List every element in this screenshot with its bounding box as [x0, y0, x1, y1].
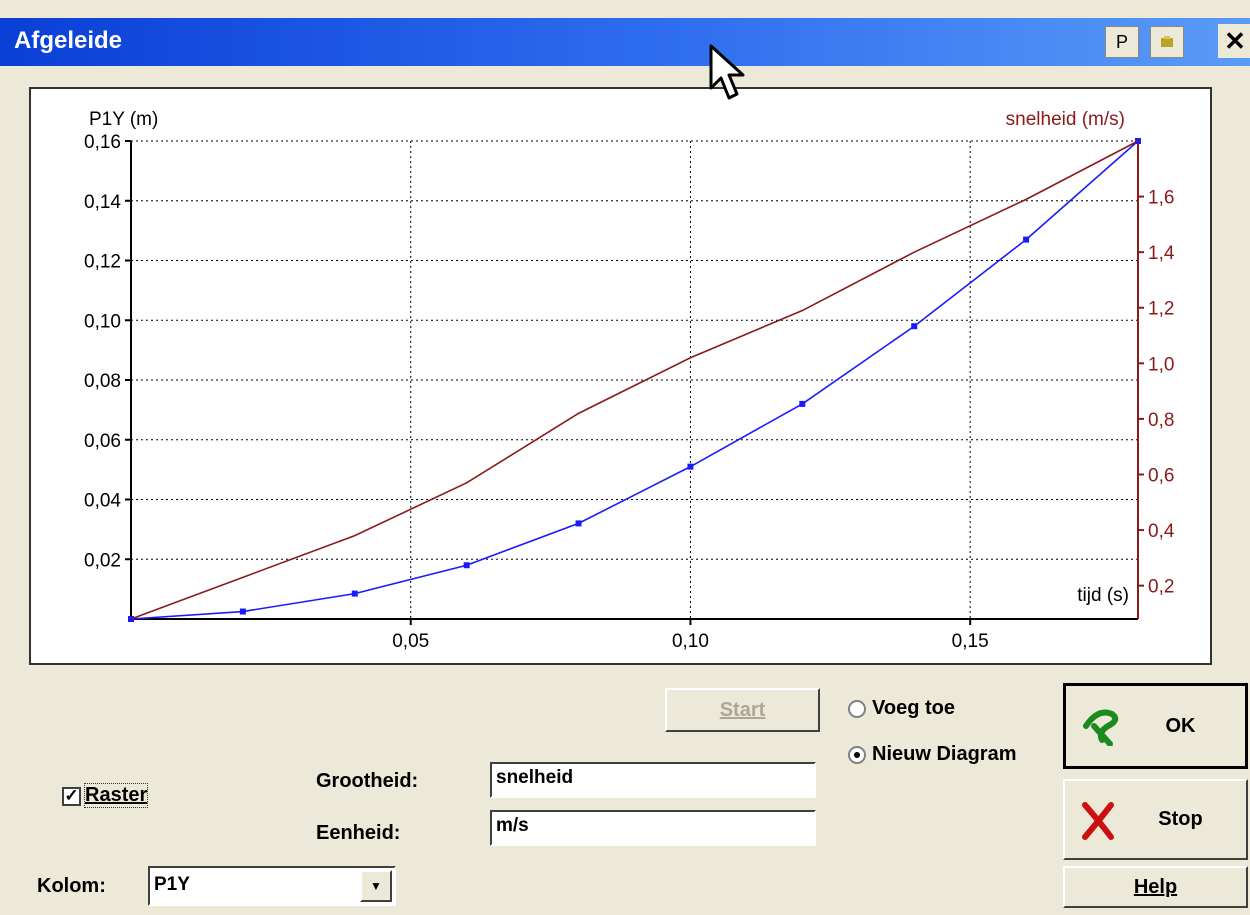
- stop-button-label: Stop: [1158, 808, 1203, 830]
- y-left-tick-label-4: 0,08: [84, 371, 121, 392]
- x-tick-label-0: 0,05: [392, 631, 429, 652]
- series-0-point-6: [799, 400, 806, 407]
- kolom-select-value: P1Y: [154, 874, 190, 895]
- print-button[interactable]: P: [1105, 26, 1139, 58]
- y-right-tick-label-4: 0,8: [1148, 410, 1174, 431]
- y-right-axis-label: snelheid (m/s): [1006, 109, 1125, 130]
- y-left-tick-label-3: 0,10: [84, 311, 121, 332]
- nieuw-diagram-radio[interactable]: [848, 746, 866, 764]
- y-right-tick-label-6: 0,4: [1148, 521, 1175, 542]
- copy-icon-glyph: [1161, 36, 1173, 47]
- ok-button[interactable]: OK: [1063, 683, 1248, 769]
- eenheid-input[interactable]: m/s: [490, 810, 816, 846]
- nieuw-diagram-label: Nieuw Diagram: [872, 743, 1017, 765]
- y-left-tick-label-6: 0,04: [84, 491, 121, 512]
- series-line-1: [130, 140, 1139, 620]
- x-tick-label-2: 0,15: [952, 631, 989, 652]
- series-0-point-5: [687, 463, 694, 470]
- y-left-tick-label-7: 0,02: [84, 550, 121, 571]
- raster-label[interactable]: Raster: [83, 783, 149, 808]
- raster-checkbox[interactable]: ✓: [62, 787, 81, 806]
- series-0-point-8: [1023, 236, 1030, 243]
- series-0-point-1: [239, 608, 246, 615]
- title-bar: Afgeleide P ✕: [0, 18, 1250, 66]
- voeg-toe-radio[interactable]: [848, 700, 866, 718]
- stop-x-icon: [1082, 802, 1114, 840]
- series-0-point-7: [911, 323, 918, 330]
- y-right-tick-label-3: 1,0: [1148, 354, 1174, 375]
- series-0-point-3: [463, 562, 470, 569]
- help-button-label: Help: [1133, 875, 1178, 898]
- y-right-tick-label-1: 1,4: [1148, 243, 1175, 264]
- y-right-tick-label-5: 0,6: [1148, 465, 1174, 486]
- ok-checkmark-icon: [1083, 709, 1119, 746]
- chart-svg: 0,16 0,14 0,12 0,10 0,08 0,06 0,04 0,02 1,6 1,4 1,…: [84, 109, 1175, 652]
- help-button[interactable]: Help: [1063, 866, 1248, 908]
- ok-button-label: OK: [1165, 714, 1196, 737]
- y-left-axis-label: P1Y (m): [89, 109, 158, 130]
- series-0-point-4: [575, 520, 582, 527]
- mouse-cursor-icon: [709, 44, 745, 100]
- stop-button[interactable]: Stop: [1063, 779, 1248, 860]
- kolom-label: Kolom:: [37, 875, 106, 897]
- y-left-tick-label-0: 0,16: [84, 132, 121, 153]
- voeg-toe-label: Voeg toe: [872, 697, 955, 719]
- x-tick-label-1: 0,10: [672, 631, 709, 652]
- start-button-label: Start: [719, 698, 766, 721]
- chart-area: 0,16 0,14 0,12 0,10 0,08 0,06 0,04 0,02 1,6 1,4 1,…: [29, 87, 1212, 665]
- series-line-0: [130, 140, 1139, 620]
- y-right-tick-label-2: 1,2: [1148, 299, 1174, 320]
- y-left-tick-label-2: 0,12: [84, 252, 121, 273]
- start-button[interactable]: Start: [665, 688, 820, 732]
- eenheid-label: Eenheid:: [316, 822, 401, 844]
- y-right-tick-label-7: 0,2: [1148, 577, 1174, 598]
- print-button-label: P: [1115, 31, 1128, 52]
- series-0-point-2: [351, 590, 358, 597]
- grootheid-label: Grootheid:: [316, 770, 419, 792]
- grootheid-input[interactable]: snelheid: [490, 762, 816, 798]
- y-left-tick-label-1: 0,14: [84, 192, 121, 213]
- close-button[interactable]: ✕: [1218, 24, 1250, 58]
- copy-icon[interactable]: [1150, 26, 1184, 58]
- close-icon: ✕: [1224, 25, 1246, 56]
- y-right-tick-label-0: 1,6: [1148, 188, 1174, 209]
- window-title: Afgeleide: [14, 27, 123, 54]
- chevron-down-icon[interactable]: ▼: [360, 870, 392, 902]
- kolom-select[interactable]: P1Y ▼: [148, 866, 396, 906]
- y-left-tick-label-5: 0,06: [84, 431, 121, 452]
- x-axis-label: tijd (s): [1077, 585, 1129, 606]
